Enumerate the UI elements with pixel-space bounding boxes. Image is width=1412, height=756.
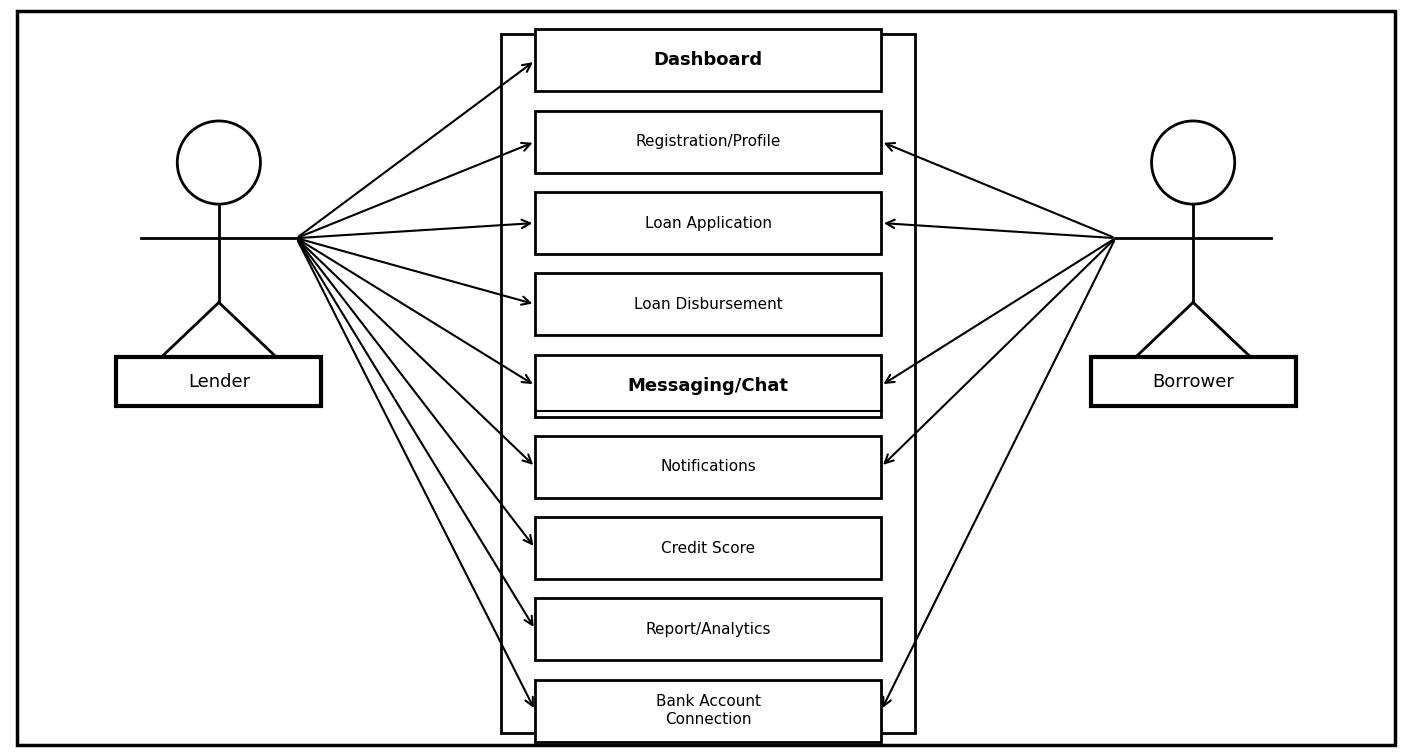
Bar [535, 355, 881, 417]
Text: Report/Analytics: Report/Analytics [645, 622, 771, 637]
Bar [535, 680, 881, 742]
Text: Loan Disbursement: Loan Disbursement [634, 297, 782, 311]
Text: Messaging/Chat: Messaging/Chat [627, 376, 789, 395]
Text: Bank Account
Connection: Bank Account Connection [655, 695, 761, 727]
Text: Borrower: Borrower [1152, 373, 1234, 391]
Bar [535, 517, 881, 579]
Text: Registration/Profile: Registration/Profile [635, 135, 781, 149]
Bar [535, 274, 881, 336]
Bar [501, 34, 915, 733]
Bar [535, 111, 881, 173]
Text: Lender: Lender [188, 373, 250, 391]
Text: Notifications: Notifications [661, 460, 755, 474]
Text: Dashboard: Dashboard [654, 51, 762, 70]
Bar [535, 435, 881, 497]
Ellipse shape [1152, 121, 1234, 204]
Bar [535, 192, 881, 254]
Ellipse shape [178, 121, 260, 204]
Text: Credit Score: Credit Score [661, 541, 755, 556]
Bar [535, 599, 881, 661]
Text: Loan Application: Loan Application [645, 215, 771, 231]
Bar [1091, 357, 1296, 407]
Bar [116, 357, 321, 407]
Bar [535, 29, 881, 91]
